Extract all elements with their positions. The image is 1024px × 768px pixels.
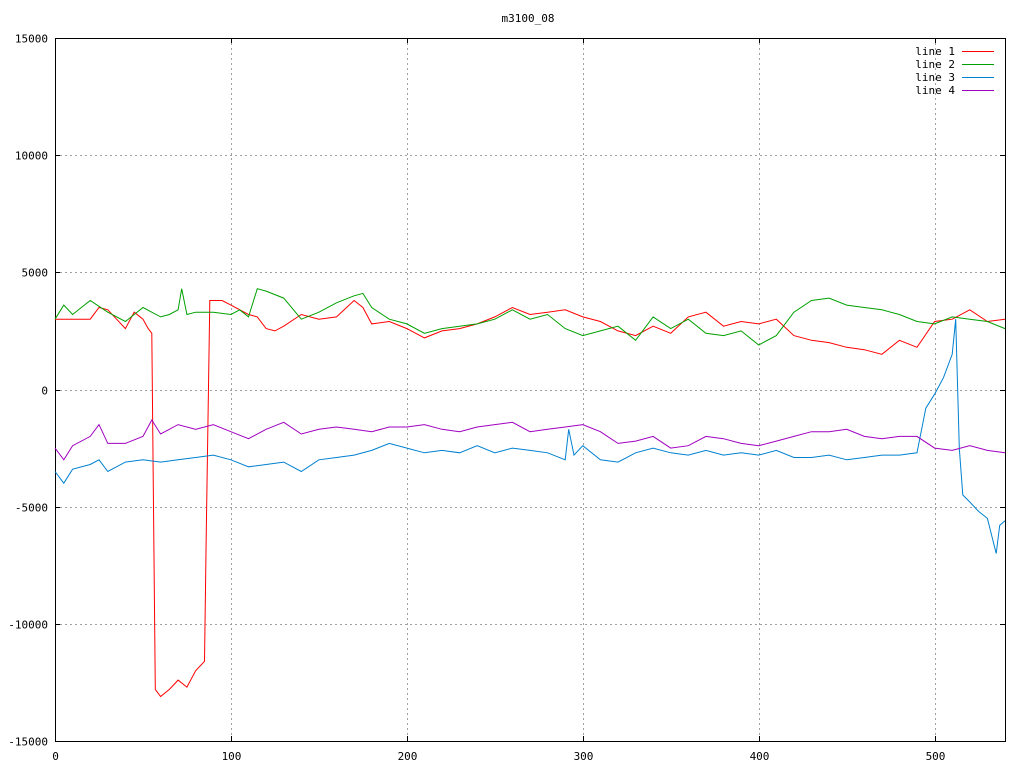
x-axis: 0 100 200 300 400 500 bbox=[52, 38, 945, 763]
grid-lines bbox=[55, 38, 1005, 741]
series-layer bbox=[54, 288, 1006, 698]
y-tick-label: 0 bbox=[41, 385, 48, 398]
y-tick-label: 5000 bbox=[22, 267, 49, 280]
y-tick-label: 10000 bbox=[15, 150, 48, 163]
legend-label: line 2 bbox=[915, 58, 955, 71]
x-tick-label: 300 bbox=[574, 750, 594, 763]
x-tick-label: 0 bbox=[52, 750, 59, 763]
x-tick-label: 400 bbox=[750, 750, 770, 763]
legend-label: line 3 bbox=[915, 71, 955, 84]
x-tick-label: 100 bbox=[222, 750, 242, 763]
y-tick-label: -10000 bbox=[8, 619, 48, 632]
y-tick-label: 15000 bbox=[15, 33, 48, 46]
y-tick-label: -15000 bbox=[8, 736, 48, 749]
chart-title: m3100_08 bbox=[502, 12, 555, 25]
series-line-1 bbox=[55, 299, 1006, 698]
series-line-3 bbox=[54, 319, 1006, 554]
series-line-4 bbox=[54, 419, 1006, 461]
legend-label: line 4 bbox=[915, 84, 955, 97]
y-axis: 15000 10000 5000 0 -5000 -10000 -15000 bbox=[8, 33, 1005, 749]
legend-label: line 1 bbox=[915, 45, 955, 58]
x-tick-label: 500 bbox=[926, 750, 946, 763]
x-tick-label: 200 bbox=[398, 750, 418, 763]
series-line-2 bbox=[54, 288, 1006, 346]
y-tick-label: -5000 bbox=[15, 502, 48, 515]
